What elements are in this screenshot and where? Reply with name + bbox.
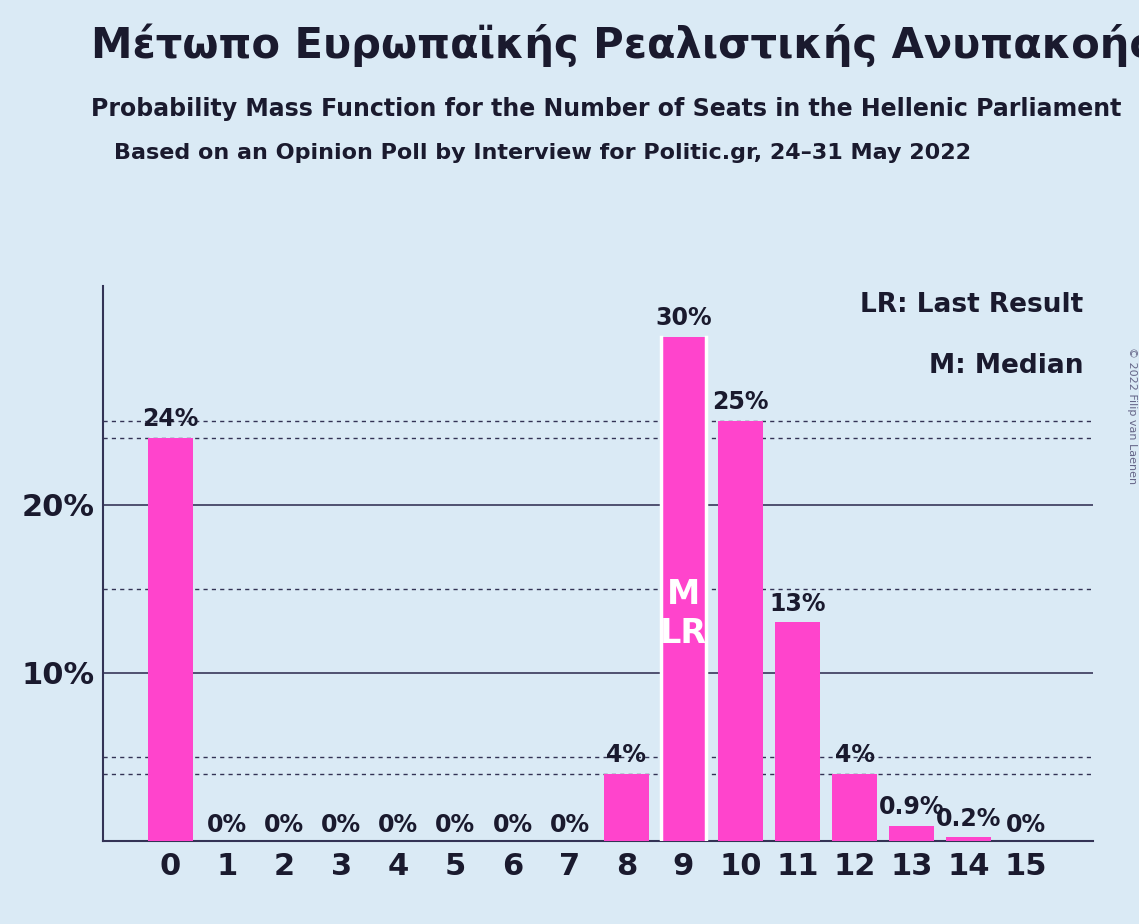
Text: 4%: 4% — [606, 743, 647, 767]
Text: 0%: 0% — [378, 813, 418, 837]
Text: 0%: 0% — [264, 813, 304, 837]
Bar — [888, 826, 934, 841]
Bar — [148, 438, 194, 841]
Text: 0.2%: 0.2% — [936, 807, 1001, 831]
Text: 30%: 30% — [655, 306, 712, 330]
Text: 0.9%: 0.9% — [879, 795, 944, 819]
Text: Probability Mass Function for the Number of Seats in the Hellenic Parliament: Probability Mass Function for the Number… — [91, 97, 1122, 121]
Text: Μέτωπο Ευρωπαϊκής Ρεαλιστικής Ανυπακοής: Μέτωπο Ευρωπαϊκής Ρεαλιστικής Ανυπακοής — [91, 23, 1139, 67]
Text: 4%: 4% — [835, 743, 875, 767]
Text: M: Median: M: Median — [929, 353, 1083, 379]
Text: M
LR: M LR — [659, 578, 707, 650]
Text: 13%: 13% — [769, 591, 826, 615]
Text: 0%: 0% — [1006, 813, 1046, 837]
Bar — [831, 773, 877, 841]
Text: 0%: 0% — [207, 813, 247, 837]
Bar — [775, 623, 820, 841]
Text: 0%: 0% — [435, 813, 475, 837]
Bar — [661, 337, 706, 841]
Bar — [718, 420, 763, 841]
Bar — [604, 773, 649, 841]
Text: 0%: 0% — [549, 813, 590, 837]
Text: © 2022 Filip van Laenen: © 2022 Filip van Laenen — [1126, 347, 1137, 484]
Text: 0%: 0% — [321, 813, 361, 837]
Text: 24%: 24% — [142, 407, 198, 431]
Bar — [945, 837, 991, 841]
Text: 0%: 0% — [492, 813, 533, 837]
Text: LR: Last Result: LR: Last Result — [860, 292, 1083, 318]
Text: Based on an Opinion Poll by Interview for Politic.gr, 24–31 May 2022: Based on an Opinion Poll by Interview fo… — [114, 143, 970, 164]
Text: 25%: 25% — [712, 390, 769, 414]
